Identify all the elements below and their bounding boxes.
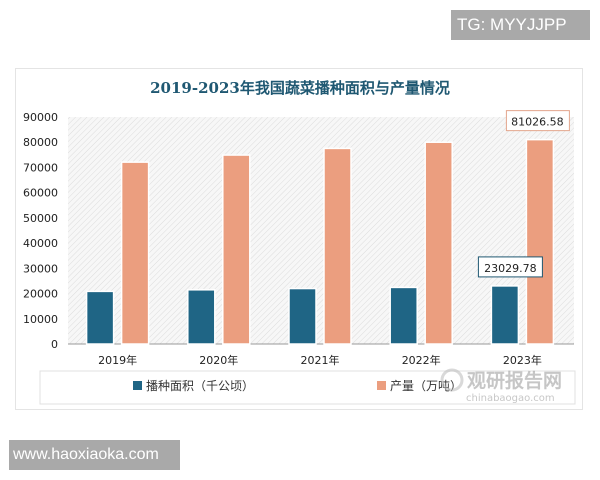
- bar-output: [424, 141, 453, 345]
- watermark-bottom: www.haoxiaoka.com: [9, 440, 180, 470]
- x-tick-label: 2023年: [503, 353, 542, 367]
- y-tick-label: 0: [51, 338, 58, 351]
- logo-cn: 观研报告网: [467, 369, 562, 392]
- chart-panel: [15, 68, 583, 410]
- data-label-box-area: [477, 256, 543, 278]
- y-tick-label: 70000: [23, 161, 58, 174]
- bar-output: [323, 147, 352, 345]
- x-tick-label: 2019年: [98, 353, 137, 367]
- data-label-area: 23029.78: [484, 262, 537, 275]
- y-tick-label: 80000: [23, 136, 58, 149]
- y-tick-label: 60000: [23, 187, 58, 200]
- y-tick-label: 10000: [23, 313, 58, 326]
- y-tick-label: 20000: [23, 288, 58, 301]
- legend-swatch-output: [377, 381, 386, 390]
- legend-label-area: 播种面积（千公顷）: [146, 379, 254, 393]
- x-tick-label: 2021年: [301, 353, 340, 367]
- bar-output: [120, 161, 150, 345]
- bar-area: [85, 290, 115, 345]
- y-tick-label: 30000: [23, 262, 58, 275]
- legend-box: [39, 370, 576, 405]
- watermark-top: TG: MYYJJPP: [451, 10, 590, 40]
- y-tick-label: 40000: [23, 237, 58, 250]
- logo-en: chinabaogao.com: [466, 393, 555, 404]
- bar-area: [187, 289, 216, 345]
- legend-swatch-area: [133, 381, 142, 390]
- bar-area: [389, 286, 418, 345]
- bar-area: [490, 285, 520, 345]
- y-tick-label: 90000: [23, 111, 58, 124]
- data-label-output: 81026.58: [511, 116, 564, 129]
- chinabaogao-logo: 观研报告网 chinabaogao.com: [440, 368, 562, 404]
- plot-area: [68, 117, 574, 344]
- bar-output: [222, 154, 251, 345]
- bar-area: [288, 287, 317, 345]
- legend-label-output: 产量（万吨）: [390, 379, 462, 393]
- y-tick-label: 50000: [23, 212, 58, 225]
- x-tick-label: 2022年: [402, 353, 441, 367]
- data-label-box-output: [505, 110, 570, 132]
- bar-output: [525, 138, 555, 345]
- chart-title: 2019-2023年我国蔬菜播种面积与产量情况: [150, 79, 450, 97]
- x-tick-label: 2020年: [199, 353, 238, 367]
